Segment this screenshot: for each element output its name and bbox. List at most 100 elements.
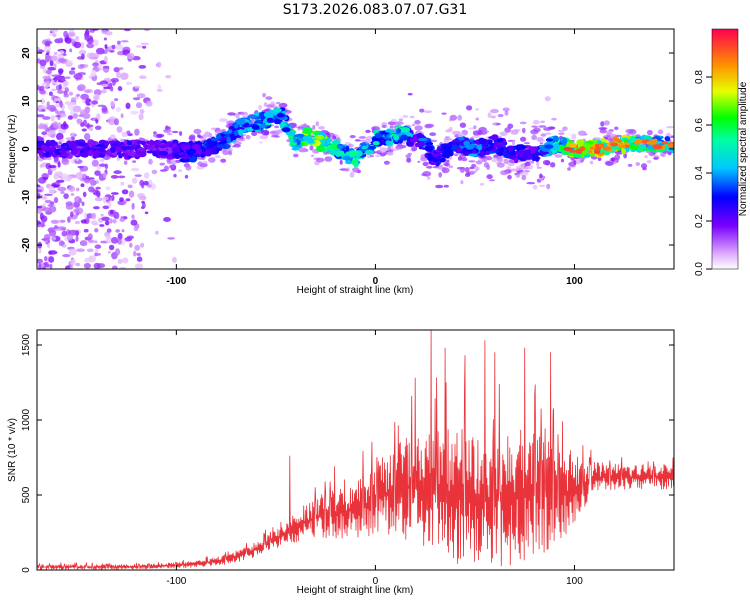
ridge-blob (509, 150, 516, 156)
ridge-blob (545, 138, 554, 142)
ridge-blob (582, 143, 593, 149)
noise-blob (50, 219, 60, 224)
noise-blob (53, 63, 57, 69)
hot-blob (568, 143, 578, 148)
noise-blob (110, 192, 119, 195)
ridge-blob (259, 124, 267, 129)
noise-blob (48, 164, 57, 169)
noise-blob (47, 243, 50, 249)
noise-blob (37, 189, 42, 193)
band-blob (61, 152, 70, 157)
x-tick-label: -100 (166, 276, 186, 287)
noise-blob (112, 265, 118, 269)
noise-blob (37, 205, 43, 209)
noise-blob (110, 175, 119, 179)
ridge-blob (544, 144, 554, 149)
noise-blob (59, 100, 63, 108)
band-blob (136, 140, 143, 144)
band-blob (76, 148, 81, 152)
hot-blob (616, 139, 622, 143)
hot-blob (588, 150, 593, 154)
band-blob (143, 144, 149, 149)
ridge-blob (185, 148, 196, 155)
noise-blob (53, 197, 59, 204)
spectrogram-heatmap (37, 29, 674, 269)
halo-blob (507, 123, 514, 129)
halo-blob (599, 128, 607, 134)
halo-blob (536, 166, 542, 169)
noise-blob (68, 248, 77, 256)
halo-blob (365, 129, 371, 133)
noise-blob (77, 84, 86, 92)
halo-blob (316, 157, 325, 163)
noise-blob (111, 236, 119, 244)
noise-blob (163, 217, 171, 222)
ridge-blob (410, 136, 418, 143)
noise-blob (92, 94, 101, 101)
ridge-blob (385, 129, 395, 133)
halo-blob (554, 154, 563, 158)
noise-blob (76, 118, 81, 125)
ridge-blob (400, 134, 408, 141)
noise-blob (65, 137, 73, 140)
noise-blob (67, 216, 71, 223)
ridge-blob (623, 138, 628, 143)
noise-blob (105, 186, 111, 191)
noise-blob (50, 55, 57, 62)
noise-blob (91, 222, 99, 226)
halo-blob (558, 132, 565, 135)
noise-blob (106, 228, 112, 233)
band-blob (149, 139, 154, 147)
halo-blob (200, 134, 207, 140)
noise-blob (90, 179, 97, 186)
noise-blob (102, 65, 110, 69)
halo-blob (504, 127, 511, 133)
halo-blob (398, 118, 404, 122)
halo-blob (522, 127, 526, 134)
band-blob (37, 148, 43, 152)
noise-blob (70, 211, 74, 218)
noise-blob (131, 214, 135, 220)
noise-blob (148, 179, 153, 185)
ridge-blob (273, 118, 281, 125)
ridge-blob (336, 145, 344, 149)
noise-blob (70, 136, 75, 141)
noise-blob (157, 84, 162, 91)
halo-blob (635, 162, 641, 166)
noise-blob (120, 113, 124, 119)
noise-blob (134, 263, 144, 269)
noise-blob (121, 131, 128, 137)
noise-blob (42, 134, 47, 138)
halo-blob (441, 112, 447, 115)
halo-blob (315, 121, 320, 127)
noise-blob (88, 239, 93, 243)
ridge-blob (181, 144, 187, 151)
ridge-blob (316, 145, 325, 153)
band-blob (125, 146, 132, 150)
noise-blob (72, 113, 79, 119)
halo-blob (189, 134, 196, 140)
halo-blob (472, 130, 480, 136)
noise-blob (134, 174, 142, 178)
hot-blob (640, 140, 647, 143)
halo-blob (519, 163, 526, 168)
ridge-blob (462, 147, 468, 152)
noise-blob (139, 109, 145, 114)
noise-blob (101, 89, 107, 94)
halo-blob (466, 171, 470, 176)
snr-series (37, 330, 674, 570)
ridge-blob (629, 145, 639, 150)
y-tick-label: 1000 (21, 408, 32, 431)
noise-blob (131, 167, 140, 172)
snr-xlabel: Height of straight line (km) (297, 585, 414, 596)
noise-blob (62, 80, 69, 87)
halo-blob (409, 115, 415, 119)
halo-blob (495, 123, 501, 126)
halo-blob (303, 149, 309, 153)
halo-blob (550, 162, 556, 168)
noise-blob (83, 119, 87, 127)
halo-blob (259, 135, 269, 140)
noise-blob (79, 64, 85, 68)
